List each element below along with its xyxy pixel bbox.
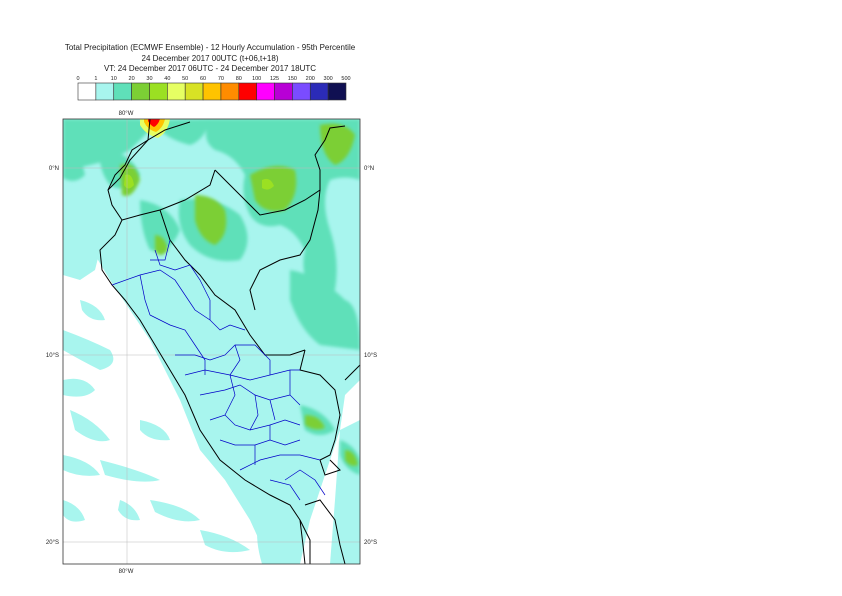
legend-tick: 30 <box>146 76 152 82</box>
lat-label-right-2: 20°S <box>364 540 377 546</box>
valid-time: VT: 24 December 2017 06UTC - 24 December… <box>103 64 317 73</box>
lat-label-left-1: 10°S <box>46 353 59 359</box>
legend-tick: 200 <box>306 76 315 82</box>
lat-label-right-0: 0°N <box>364 166 374 172</box>
color-legend: 0 1 10 20 30 40 50 60 70 80 100 125 150 200 300 500 <box>76 76 351 101</box>
map-title: Total Precipitation (ECMWF Ensemble) - 1… <box>64 43 356 52</box>
run-time: 24 December 2017 00UTC (t+06,t+18) <box>141 54 279 63</box>
legend-tick: 1 <box>94 76 97 82</box>
legend-tick: 500 <box>341 76 350 82</box>
lon-label-bottom: 80°W <box>119 569 134 575</box>
legend-tick: 70 <box>218 76 224 82</box>
legend-tick: 125 <box>270 76 279 82</box>
lon-label-top: 80°W <box>119 111 134 117</box>
legend-tick: 60 <box>200 76 206 82</box>
country-borders <box>99 118 361 565</box>
map-frame <box>62 118 361 565</box>
legend-color-boxes <box>77 82 347 101</box>
legend-tick: 50 <box>182 76 188 82</box>
legend-tick: 80 <box>236 76 242 82</box>
legend-tick: 300 <box>324 76 333 82</box>
lat-label-left-0: 0°N <box>49 166 59 172</box>
legend-tick: 150 <box>288 76 297 82</box>
legend-tick: 10 <box>111 76 117 82</box>
legend-tick: 100 <box>252 76 261 82</box>
lat-label-right-1: 10°S <box>364 353 377 359</box>
admin-borders <box>111 239 326 501</box>
legend-box <box>327 82 347 101</box>
legend-tick: 40 <box>164 76 170 82</box>
legend-tick-labels: 0 1 10 20 30 40 50 60 70 80 100 125 150 200 300 500 <box>76 76 350 82</box>
precip-field <box>63 119 360 564</box>
legend-tick: 20 <box>129 76 135 82</box>
legend-tick: 0 <box>76 76 79 82</box>
lat-label-left-2: 20°S <box>46 540 59 546</box>
